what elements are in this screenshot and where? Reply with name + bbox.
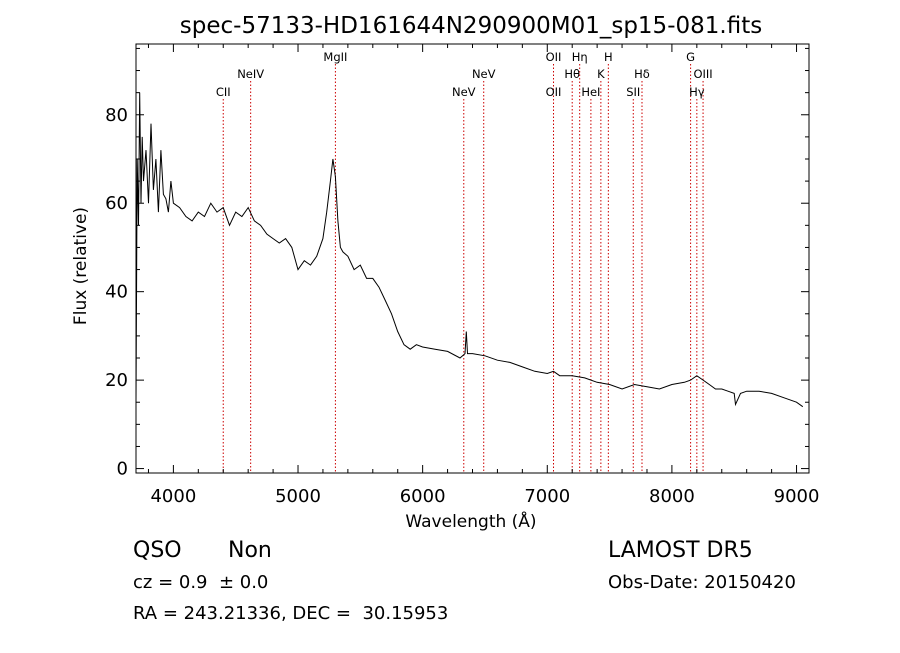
object-subclass-label: Non [228, 538, 272, 563]
chart-title: spec-57133-HD161644N290900M01_sp15-081.f… [180, 13, 762, 39]
y-tick-label: 20 [105, 370, 128, 391]
spectral-line-label: Hθ [564, 67, 580, 81]
y-tick-label: 40 [105, 282, 128, 303]
spectral-line-label: CII [216, 85, 231, 99]
spectral-line-label: NeV [452, 85, 476, 99]
redshift-label: cz = 0.9 ± 0.0 [133, 572, 269, 593]
spectral-line-label: H [604, 50, 613, 64]
spectral-line-label: OII [546, 85, 562, 99]
y-tick-label: 80 [105, 105, 128, 126]
obs-date-label: Obs-Date: 20150420 [608, 572, 796, 593]
plot-frame [135, 43, 810, 474]
x-tick-label: 7000 [524, 486, 570, 507]
y-tick-label: 60 [105, 193, 128, 214]
spectral-line-label: OIII [693, 67, 712, 81]
spectral-line-label: MgII [323, 50, 347, 64]
x-tick-label: 6000 [400, 486, 446, 507]
survey-label: LAMOST DR5 [608, 538, 753, 563]
coordinates-label: RA = 243.21336, DEC = 30.15953 [133, 603, 449, 624]
spectral-line-label: G [686, 50, 695, 64]
y-axis-label: Flux (relative) [71, 207, 91, 325]
x-tick-label: 9000 [774, 486, 820, 507]
spectral-line-label: NeIV [237, 67, 264, 81]
spectral-line-label: Hγ [689, 85, 705, 99]
x-tick-label: 5000 [275, 486, 321, 507]
y-tick-label: 0 [117, 459, 128, 480]
axis-tick-layer: 4000 5000 6000 7000 8000 9000 0 20 40 60 80 [105, 44, 819, 507]
spectral-line-label: HeI [581, 85, 600, 99]
spectral-line-label: SII [626, 85, 640, 99]
spectrum-line [135, 92, 804, 408]
spectral-line-label: OII [546, 50, 562, 64]
spectral-line-label: K [597, 67, 605, 81]
spectral-line-label: Hδ [634, 67, 650, 81]
spectral-line-label: Hη [572, 50, 588, 64]
x-tick-label: 8000 [649, 486, 695, 507]
x-axis-label: Wavelength (Å) [405, 510, 536, 532]
spectral-line-label: NeV [472, 67, 496, 81]
x-tick-label: 4000 [150, 486, 196, 507]
object-class-label: QSO [133, 538, 182, 563]
